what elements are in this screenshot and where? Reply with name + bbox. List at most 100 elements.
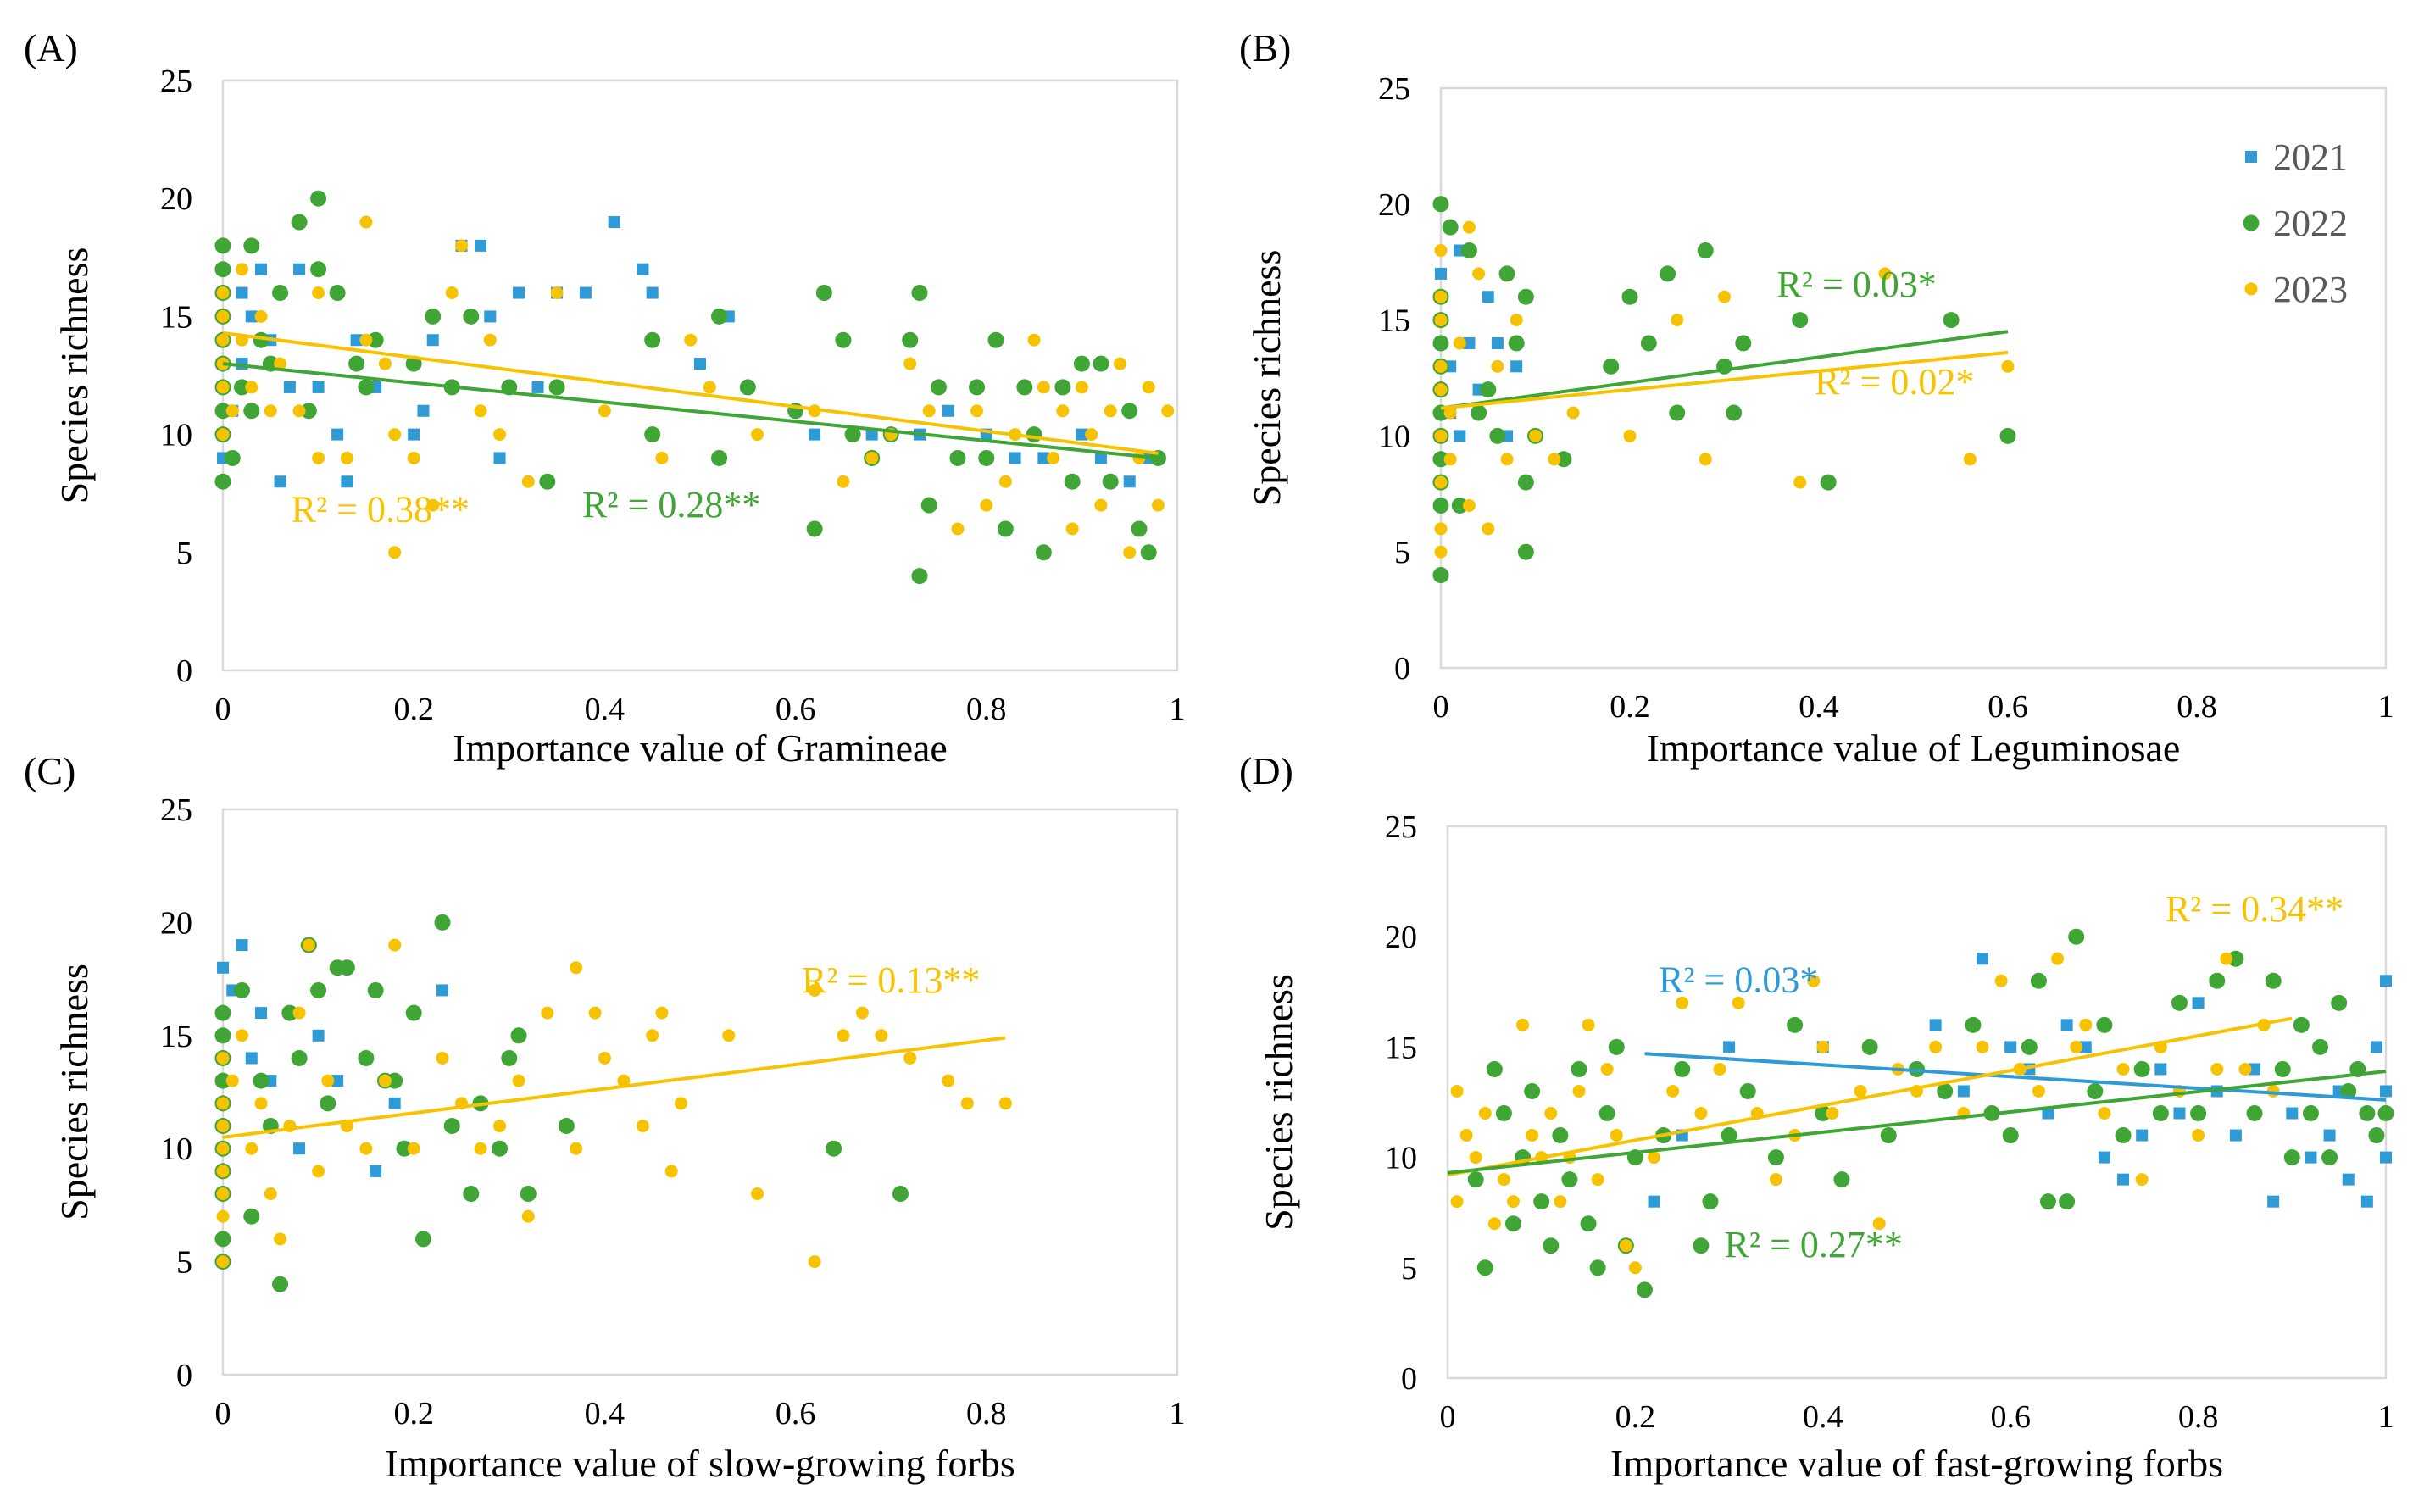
point-2023: [1027, 333, 1041, 347]
point-2023: [1600, 1062, 1614, 1076]
point-2023: [2192, 1129, 2205, 1142]
point-2021: [579, 286, 592, 299]
point-2022: [243, 403, 260, 420]
legend-marker-2022: [2243, 214, 2260, 231]
point-2022: [2302, 1105, 2319, 1122]
point-2022: [1476, 1259, 1493, 1276]
trendline-2023: [222, 1036, 1006, 1139]
point-2023: [1610, 1129, 1623, 1142]
point-2023: [312, 1165, 325, 1178]
point-2023: [1085, 428, 1098, 442]
point-2022: [2171, 994, 2188, 1011]
x-axis-title: Importance value of fast-growing forbs: [1610, 1442, 2223, 1485]
point-2023: [1434, 244, 1448, 258]
trendline-2021: [1644, 1052, 2387, 1102]
point-2023: [1478, 1107, 1492, 1120]
point-2022: [2190, 1105, 2207, 1122]
x-tick-label: 1: [2378, 1399, 2394, 1435]
x-tick-label: 1: [1170, 1396, 1186, 1431]
trendline-2022: [1440, 330, 2009, 410]
point-2022: [892, 1186, 909, 1203]
x-tick-label: 0.4: [1799, 689, 1839, 725]
point-2023: [1976, 1040, 1989, 1053]
point-2023: [2001, 359, 2015, 373]
point-2022: [2340, 1082, 2357, 1099]
point-2023: [312, 286, 325, 300]
point-2023: [445, 286, 459, 300]
point-2022: [300, 403, 317, 420]
point-2022: [969, 379, 986, 396]
y-tick-label: 0: [176, 653, 192, 689]
point-2022: [2152, 1105, 2169, 1122]
point-2021: [436, 984, 448, 997]
point-2023: [960, 1097, 974, 1110]
point-2022: [1861, 1038, 1878, 1055]
point-2022: [510, 1027, 527, 1044]
point-2022: [815, 285, 832, 302]
legend-marker-2021: [2245, 151, 2257, 163]
point-2022: [997, 520, 1014, 537]
point-2023: [1497, 1173, 1510, 1187]
point-2023: [216, 1120, 230, 1133]
point-2023: [1047, 451, 1060, 464]
point-2022: [1880, 1127, 1897, 1144]
point-2021: [293, 1142, 306, 1155]
point-2023: [216, 1187, 230, 1201]
plot-area: [1446, 825, 2388, 1380]
point-2023: [1453, 336, 1466, 350]
point-2022: [2115, 1127, 2132, 1144]
point-2021: [475, 239, 487, 252]
point-2023: [655, 451, 669, 464]
y-axis-title: Species richness: [1245, 250, 1288, 507]
y-tick-label: 25: [1378, 71, 1410, 107]
point-2022: [463, 1186, 480, 1203]
point-2022: [539, 473, 556, 490]
point-2021: [1976, 953, 1988, 965]
point-2022: [644, 426, 661, 443]
point-2023: [1434, 475, 1448, 489]
y-tick-label: 5: [176, 1245, 192, 1281]
point-2023: [1628, 1261, 1642, 1275]
series-2023: [216, 938, 1012, 1269]
point-2023: [1793, 475, 1807, 489]
point-2021: [2342, 1173, 2355, 1186]
point-2023: [1434, 383, 1448, 397]
y-tick-label: 5: [1394, 535, 1410, 570]
point-2022: [1016, 379, 1033, 396]
point-2022: [1480, 381, 1497, 398]
point-2023: [1472, 267, 1486, 281]
x-axis-title: Importance value of slow-growing forbs: [385, 1442, 1015, 1485]
point-2023: [550, 286, 564, 300]
point-2022: [711, 308, 728, 325]
point-2022: [1451, 497, 1468, 514]
point-2023: [2210, 1062, 2224, 1076]
y-tick-label: 20: [160, 181, 192, 217]
point-2023: [998, 1097, 1012, 1110]
point-2023: [302, 938, 315, 952]
point-2023: [970, 404, 984, 418]
trendline-2022: [1447, 1070, 2387, 1175]
point-2023: [1469, 1151, 1482, 1165]
point-2022: [1432, 567, 1449, 584]
point-2022: [548, 379, 565, 396]
point-2023: [521, 475, 535, 488]
point-2021: [2380, 975, 2392, 987]
point-2022: [1726, 404, 1743, 421]
point-2021: [1482, 291, 1494, 303]
point-2023: [359, 333, 373, 347]
panel-label: (A): [24, 26, 78, 69]
x-tick-label: 0.4: [1803, 1399, 1843, 1435]
plot-area: [221, 79, 1179, 672]
point-2022: [434, 914, 451, 931]
point-2021: [1454, 430, 1466, 442]
point-2021: [255, 1007, 268, 1020]
point-2022: [1432, 497, 1449, 514]
y-tick-label: 10: [160, 418, 192, 453]
point-2022: [414, 1231, 431, 1248]
point-2022: [1140, 544, 1157, 561]
x-tick-label: 1: [1170, 692, 1186, 727]
point-2022: [1608, 1038, 1625, 1055]
point-2022: [978, 449, 995, 466]
x-tick-label: 0.8: [2177, 689, 2217, 725]
